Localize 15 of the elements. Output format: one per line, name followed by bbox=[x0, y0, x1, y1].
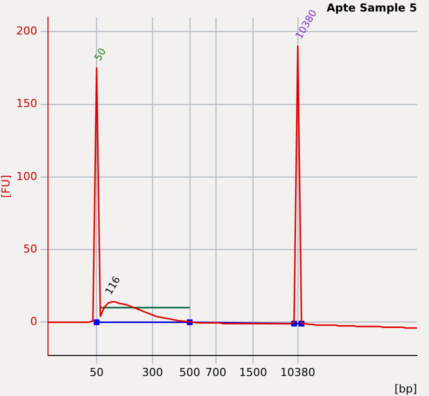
x-tick-label: 700 bbox=[205, 366, 226, 380]
x-tick-label: 1500 bbox=[239, 366, 268, 380]
x-tick-label: 10380 bbox=[280, 366, 316, 380]
y-axis-title: [FU] bbox=[0, 174, 12, 198]
y-tick-label: 100 bbox=[16, 170, 38, 183]
y-tick-label: 200 bbox=[16, 24, 38, 38]
y-tick-label: 150 bbox=[16, 97, 38, 110]
y-tick-label: 50 bbox=[23, 242, 38, 256]
x-tick-label: 500 bbox=[179, 366, 200, 380]
x-tick-label: 50 bbox=[90, 366, 104, 380]
x-tick-label: 300 bbox=[142, 366, 164, 380]
x-axis-title: [bp] bbox=[394, 382, 417, 396]
y-tick-label: 0 bbox=[30, 315, 38, 328]
annotation: 50 bbox=[92, 46, 109, 64]
chart-title: Apte Sample 5 bbox=[326, 1, 417, 14]
